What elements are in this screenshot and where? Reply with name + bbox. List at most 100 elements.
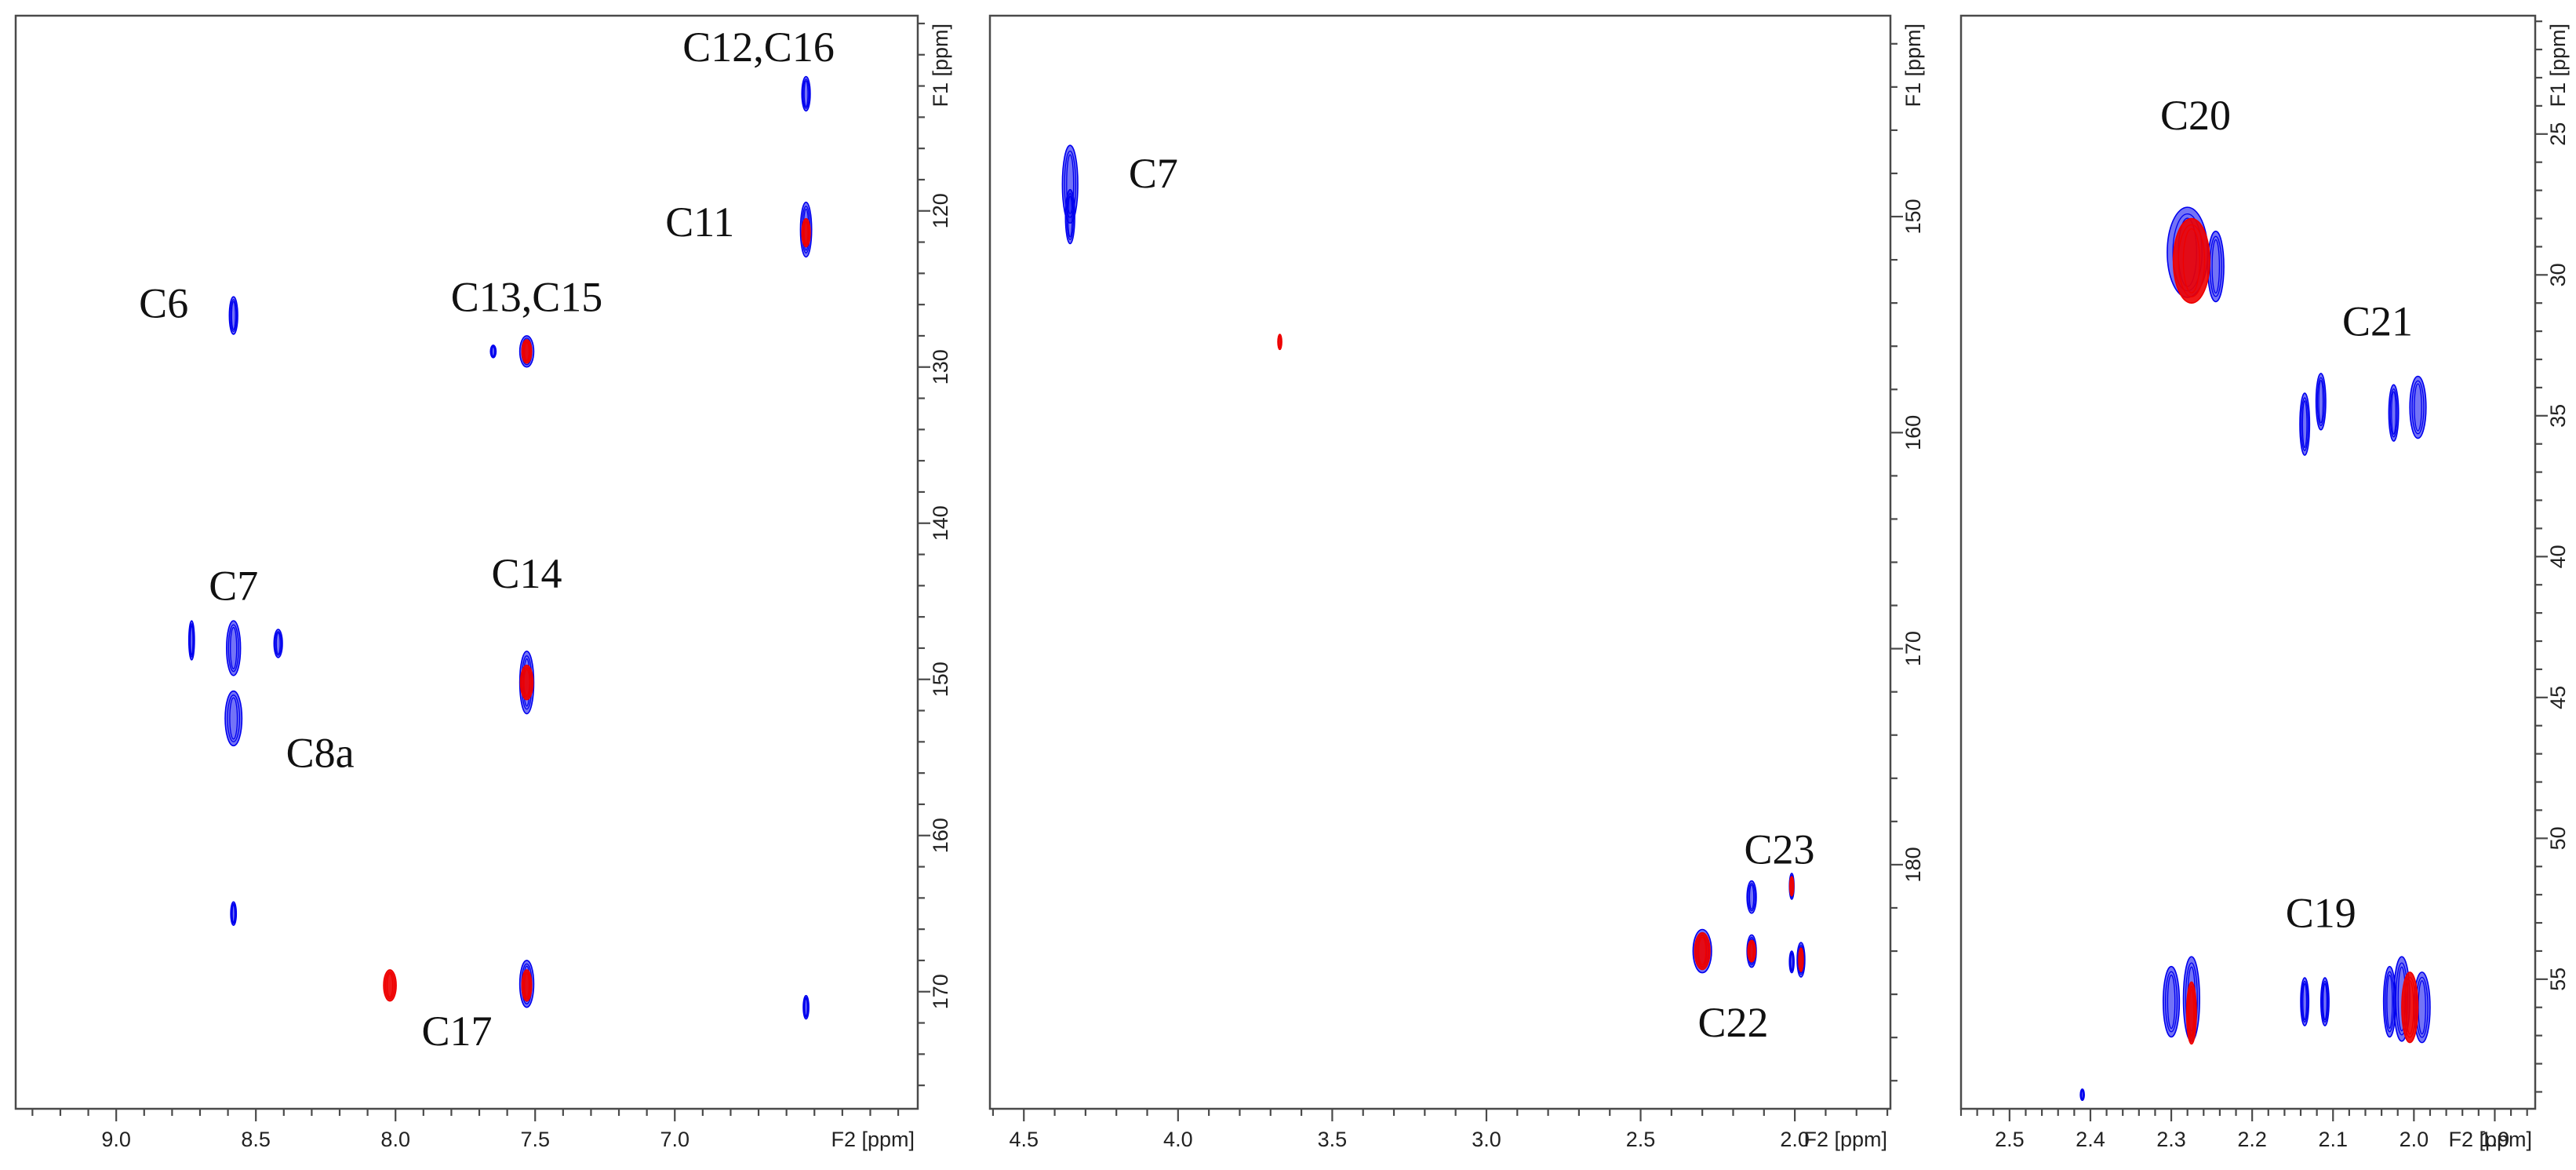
blue-peak — [2162, 965, 2181, 1038]
y-tick-label: 160 — [929, 818, 952, 853]
x-tick-label: 3.0 — [1472, 1128, 1501, 1151]
y-tick-label: 160 — [1901, 415, 1925, 450]
red-contours — [383, 217, 811, 1002]
y-tick-label: 130 — [929, 349, 952, 385]
blue-peak — [489, 344, 497, 359]
y-tick-label: 30 — [2546, 263, 2570, 286]
blue-peak — [802, 994, 810, 1020]
x-tick-label: 4.0 — [1163, 1128, 1193, 1151]
x-tick-label: 9.0 — [101, 1128, 131, 1151]
y-tick-label: 45 — [2546, 686, 2570, 709]
y-axis-ticks: 25 30 35 40 45 50 55 — [2535, 20, 2570, 1093]
x-tick-label: 2.5 — [1626, 1128, 1656, 1151]
x-tick-label: 2.1 — [2318, 1128, 2348, 1151]
x-axis-ticks: 4.5 4.0 3.5 3.0 2.5 2.0 — [991, 1109, 1889, 1151]
blue-peak — [230, 901, 238, 926]
x-tick-label: 2.5 — [1995, 1128, 2025, 1151]
red-peak — [1277, 334, 1283, 351]
red-peak — [383, 969, 397, 1002]
peak-labels: C20 C21 C19 — [2160, 92, 2413, 936]
blue-peak — [2299, 392, 2311, 456]
panel-left: C12,C16 C11 C6 C13,C15 C7 C14 C8a C17 9.0 8.5 8.0… — [14, 14, 952, 1151]
y-tick-label: 25 — [2546, 122, 2570, 146]
red-peak — [1747, 939, 1756, 963]
x-axis-label: F2 [ppm] — [1803, 1128, 1887, 1151]
blue-peak — [801, 75, 811, 112]
peak-label: C23 — [1744, 826, 1814, 873]
x-axis-label: F2 [ppm] — [2448, 1128, 2532, 1151]
x-axis-label: F2 [ppm] — [831, 1128, 915, 1151]
peak-label: C12,C16 — [682, 24, 835, 71]
peak-label: C21 — [2342, 297, 2413, 344]
peak-label: C7 — [209, 563, 258, 610]
y-tick-label: 170 — [1901, 631, 1925, 666]
peak-label: C11 — [665, 199, 734, 246]
panel-middle: C7 C23 C22 4.5 4.0 3.5 3.0 2.5 2.0 150 160 170 180… — [988, 14, 1925, 1151]
y-axis-label: F1 [ppm] — [1901, 24, 1925, 108]
blue-peak — [228, 296, 238, 335]
peak-label: C6 — [139, 280, 188, 327]
blue-peak — [2388, 384, 2400, 442]
x-tick-label: 2.3 — [2156, 1128, 2186, 1151]
blue-peak — [2315, 373, 2327, 431]
x-tick-label: 2.0 — [2400, 1128, 2429, 1151]
x-tick-label: 1.9 — [2480, 1128, 2510, 1151]
y-axis-label: F1 [ppm] — [929, 24, 952, 108]
blue-peak — [224, 690, 243, 747]
y-tick-label: 140 — [929, 505, 952, 541]
y-tick-label: 35 — [2546, 404, 2570, 428]
panel-right: C20 C21 C19 2.5 2.4 2.3 2.2 2.1 2.0 1.9 25 30 35 40… — [1959, 14, 2570, 1151]
red-peak — [519, 665, 534, 701]
blue-peak — [2319, 977, 2330, 1026]
blue-peak — [226, 620, 242, 676]
y-tick-label: 150 — [1901, 199, 1925, 234]
plot-frame — [1959, 14, 2537, 1110]
blue-peak — [2079, 1088, 2085, 1102]
x-axis-ticks: 9.0 8.5 8.0 7.5 7.0 — [31, 1109, 900, 1151]
peak-labels: C7 C23 C22 — [1129, 150, 1815, 1046]
red-contours — [1277, 334, 1804, 972]
blue-peak — [2207, 230, 2225, 303]
y-tick-label: 55 — [2546, 968, 2570, 991]
peak-labels: C12,C16 C11 C6 C13,C15 C7 C14 C8a C17 — [139, 24, 835, 1055]
x-tick-label: 7.5 — [520, 1128, 550, 1151]
red-peak — [801, 217, 811, 248]
peak-label: C13,C15 — [451, 274, 603, 321]
x-tick-label: 8.0 — [380, 1128, 410, 1151]
y-tick-label: 180 — [1901, 847, 1925, 882]
x-tick-label: 7.0 — [660, 1128, 689, 1151]
y-tick-label: 170 — [929, 974, 952, 1009]
red-peak — [2185, 981, 2197, 1045]
x-tick-label: 2.4 — [2076, 1128, 2105, 1151]
blue-peak — [2382, 965, 2396, 1038]
x-tick-label: 8.5 — [241, 1128, 271, 1151]
peak-label: C7 — [1129, 150, 1178, 197]
y-tick-label: 120 — [929, 193, 952, 228]
x-tick-label: 2.2 — [2237, 1128, 2267, 1151]
y-tick-label: 40 — [2546, 545, 2570, 568]
red-peak — [1798, 947, 1804, 972]
red-contours — [2172, 217, 2419, 1045]
x-axis-ticks: 2.5 2.4 2.3 2.2 2.1 2.0 1.9 — [1959, 1109, 2528, 1151]
peak-label: C14 — [492, 550, 562, 597]
blue-peak — [187, 620, 195, 661]
x-tick-label: 3.5 — [1318, 1128, 1348, 1151]
plot-frame — [14, 14, 919, 1110]
blue-peak — [2300, 977, 2310, 1026]
peak-label: C22 — [1697, 999, 1768, 1046]
red-peak — [2172, 217, 2210, 304]
y-tick-label: 150 — [929, 662, 952, 697]
peak-label: C8a — [286, 730, 355, 777]
peak-label: C20 — [2160, 92, 2231, 139]
y-axis-ticks: 150 160 170 180 — [1890, 42, 1925, 1082]
red-peak — [1694, 931, 1711, 971]
blue-peak — [273, 629, 283, 658]
red-peak — [2401, 971, 2419, 1044]
x-tick-label: 4.5 — [1009, 1128, 1039, 1151]
blue-peak — [1746, 880, 1757, 914]
peak-label: C19 — [2286, 889, 2356, 936]
blue-peak — [1788, 950, 1795, 974]
red-peak — [1788, 876, 1795, 897]
y-tick-label: 50 — [2546, 826, 2570, 850]
